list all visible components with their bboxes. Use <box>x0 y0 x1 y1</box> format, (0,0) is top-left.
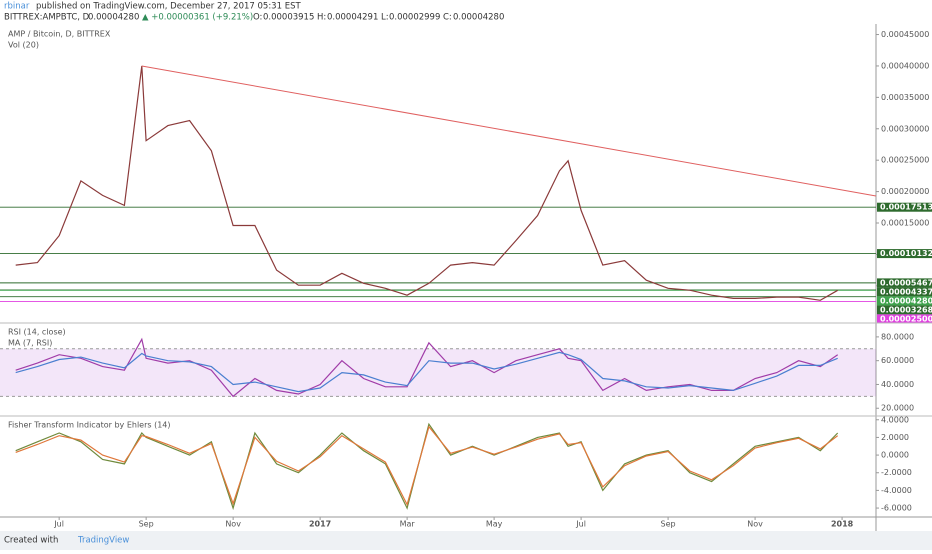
x-tick-label: May <box>486 520 503 529</box>
y-tick-label: 0.00035000 <box>881 93 929 102</box>
change: ▲ +0.00000361 (+9.21%) <box>142 13 253 23</box>
y-tick-label: 0.00045000 <box>881 30 929 39</box>
y-tick-label: 0.0000 <box>881 451 909 460</box>
open: 0.00003915 <box>263 13 314 23</box>
low: 0.00002999 <box>389 13 440 23</box>
level-tag <box>877 305 932 315</box>
x-tick-label: Jul <box>575 520 586 529</box>
level-tag <box>877 287 932 297</box>
y-tick-label: 40.0000 <box>881 380 914 389</box>
trendline <box>141 65 877 197</box>
y-tick-label: 80.0000 <box>881 332 914 341</box>
level-label: 0.00010132 <box>880 249 932 258</box>
high: 0.00004291 <box>327 13 378 23</box>
x-tick-label: 2018 <box>831 520 854 529</box>
pane-title: Fisher Transform Indicator by Ehlers (14… <box>8 421 171 430</box>
pane-subtitle: MA (7, RSI) <box>8 339 52 348</box>
level-label: 0.00017513 <box>880 203 932 212</box>
x-tick-label: Jul <box>53 520 64 529</box>
c-label: C: <box>443 13 452 23</box>
series-line <box>15 65 838 301</box>
published: published on TradingView.com, December 2… <box>36 2 301 12</box>
level-tag <box>877 249 932 259</box>
y-tick-label: -4.0000 <box>881 486 912 495</box>
symbol: BITTREX:AMPBTC, D <box>4 13 90 23</box>
level-tag <box>877 202 932 212</box>
x-tick-label: Nov <box>747 520 763 529</box>
y-tick-label: 4.0000 <box>881 415 909 424</box>
level-label: 0.00004337 <box>880 287 932 296</box>
y-tick-label: 60.0000 <box>881 356 914 365</box>
price: 0.00004280 <box>88 13 139 23</box>
y-tick-label: 2.0000 <box>881 433 909 442</box>
pane-title: AMP / Bitcoin, D, BITTREX <box>8 30 111 39</box>
level-label: 0.00004280 <box>880 296 932 305</box>
author[interactable]: rbinar <box>4 2 30 12</box>
level-label: 0.00002500 <box>880 314 932 323</box>
y-tick-label: 0.00020000 <box>881 187 929 196</box>
level-tag <box>877 296 932 306</box>
series-line <box>15 351 838 393</box>
level-label: 0.00003268 <box>880 305 932 314</box>
l-label: L: <box>381 13 389 23</box>
h-label: H: <box>317 13 326 23</box>
footer-bar <box>0 531 932 550</box>
y-tick-label: 20.0000 <box>881 404 914 413</box>
pane-title: RSI (14, close) <box>8 328 66 337</box>
y-tick-label: 0.00025000 <box>881 156 929 165</box>
y-tick-label: 0.00030000 <box>881 124 929 133</box>
rsi-band <box>0 348 876 397</box>
level-tag <box>877 314 932 324</box>
x-tick-label: Mar <box>400 520 416 529</box>
y-tick-label: 0.00040000 <box>881 61 929 70</box>
footer-brand[interactable]: TradingView <box>77 536 129 546</box>
level-tag <box>877 278 932 288</box>
y-tick-label: -6.0000 <box>881 504 912 513</box>
series-line <box>15 425 839 507</box>
footer-created: Created with <box>4 536 58 546</box>
x-tick-label: 2017 <box>309 520 331 529</box>
x-tick-label: Sep <box>139 520 154 529</box>
y-tick-label: -2.0000 <box>881 468 912 477</box>
x-tick-label: Nov <box>225 520 241 529</box>
o-label: O: <box>253 13 262 23</box>
level-label: 0.00005467 <box>880 278 932 287</box>
close: 0.00004280 <box>453 13 504 23</box>
pane-subtitle: Vol (20) <box>8 41 39 50</box>
y-tick-label: 0.00015000 <box>881 219 929 228</box>
x-tick-label: Sep <box>661 520 676 529</box>
